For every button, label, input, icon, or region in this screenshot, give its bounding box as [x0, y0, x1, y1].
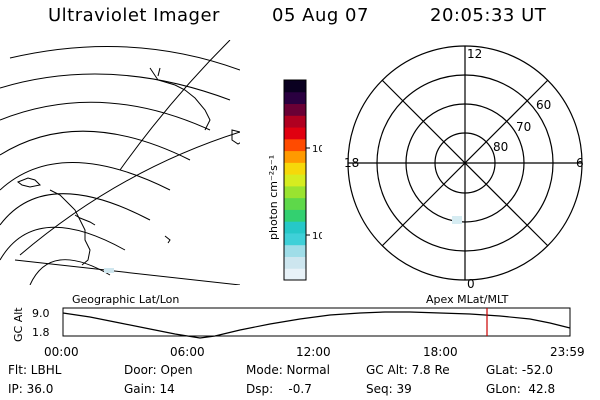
coastline	[157, 67, 161, 77]
altitude-plot: 9.0 1.8 GC Alt 00:00 06:00 12:00 18:00 2…	[12, 307, 585, 359]
x-tick-1200: 12:00	[296, 345, 331, 359]
colorbar-cell	[284, 185, 306, 199]
colorbar-cell	[284, 127, 306, 140]
coastline	[231, 129, 240, 145]
info-mode: Mode: Normal	[246, 363, 330, 377]
y-top-label: 9.0	[32, 307, 50, 320]
coastline	[74, 214, 96, 226]
info-dsp: Dsp: -0.7	[246, 382, 312, 396]
colorbar-cells	[284, 80, 306, 281]
colorbar-cell	[284, 268, 306, 281]
x-tick-1800: 18:00	[423, 345, 458, 359]
colorbar-cell	[284, 103, 306, 116]
polar-diagonal	[381, 79, 549, 247]
uv-patch	[452, 216, 462, 224]
colorbar-cell	[284, 232, 306, 246]
polar-label-0: 0	[467, 277, 475, 290]
colorbar-cell	[284, 91, 306, 105]
colorbar-cell	[284, 150, 306, 163]
colorbar-cell	[284, 138, 306, 152]
lat-arc	[0, 226, 126, 261]
lat-arc	[9, 46, 240, 71]
lat-arc	[0, 101, 211, 131]
y-bottom-label: 1.8	[32, 326, 50, 339]
info-flt: Flt: LBHL	[8, 363, 62, 377]
info-seq: Seq: 39	[366, 382, 412, 396]
y-axis-label: GC Alt	[12, 307, 25, 342]
altitude-curve	[62, 311, 571, 339]
colorbar-cell	[284, 162, 306, 175]
polar-label-6: 6	[576, 156, 584, 170]
info-gcalt: GC Alt: 7.8 Re	[366, 363, 450, 377]
polar-plot: 12 0 18 6 60 70 80	[344, 45, 584, 290]
x-tick-0600: 06:00	[170, 345, 205, 359]
colorbar-cell	[284, 80, 306, 93]
lat-arc	[0, 193, 151, 226]
polar-label-60: 60	[536, 98, 551, 112]
info-glon: GLon: 42.8	[486, 382, 556, 396]
colorbar-cell	[284, 174, 306, 187]
lat-arc	[29, 259, 111, 285]
info-gain: Gain: 14	[124, 382, 175, 396]
colorbar-cell	[284, 221, 306, 234]
colorbar-frame	[283, 79, 307, 281]
geographic-map	[0, 40, 240, 285]
coastline	[49, 189, 91, 266]
lat-arc	[0, 130, 191, 161]
uv-speck	[104, 268, 114, 273]
colorbar-cell	[284, 244, 306, 257]
x-tick-2359: 23:59	[550, 345, 585, 359]
info-glat: GLat: -52.0	[486, 363, 553, 377]
info-door: Door: Open	[124, 363, 193, 377]
coastline	[16, 177, 42, 188]
colorbar-tick-10: 10	[312, 231, 322, 242]
polar-label-18: 18	[344, 156, 359, 170]
apex-panel-label: Apex MLat/MLT	[426, 293, 509, 306]
colorbar-tick-100: 100	[312, 144, 322, 155]
colorbar-cell	[284, 209, 306, 222]
lat-arc	[0, 73, 231, 101]
colorbar-label: photon cm⁻²s⁻¹	[267, 155, 280, 240]
colorbar-cell	[284, 115, 306, 128]
coastline	[149, 67, 211, 131]
colorbar-cell	[284, 256, 306, 269]
app-title: Ultraviolet Imager	[48, 5, 220, 26]
polar-label-80: 80	[493, 140, 508, 154]
geographic-panel-label: Geographic Lat/Lon	[72, 293, 180, 306]
lon-line	[119, 40, 231, 171]
colorbar: 100 10 photon cm⁻²s⁻¹	[267, 79, 322, 281]
info-ip: IP: 36.0	[8, 382, 54, 396]
x-tick-0000: 00:00	[44, 345, 79, 359]
altitude-plot-frame	[62, 307, 571, 337]
lon-line	[14, 259, 240, 285]
polar-label-12: 12	[467, 47, 482, 61]
date-label: 05 Aug 07	[272, 5, 369, 26]
coastline	[164, 235, 171, 244]
time-label: 20:05:33 UT	[430, 5, 547, 26]
lon-line	[19, 131, 240, 256]
polar-label-70: 70	[516, 120, 531, 134]
lat-arc	[0, 162, 171, 191]
colorbar-cell	[284, 197, 306, 210]
